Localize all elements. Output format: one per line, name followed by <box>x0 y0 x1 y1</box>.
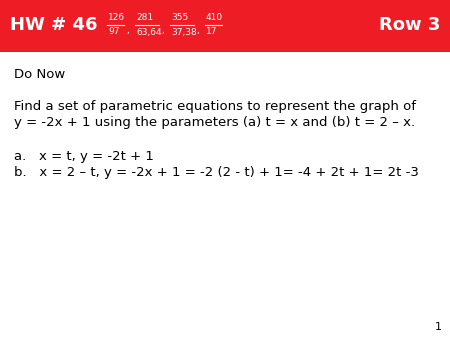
Text: Find a set of parametric equations to represent the graph of: Find a set of parametric equations to re… <box>14 100 416 113</box>
Text: 1: 1 <box>435 322 442 332</box>
Text: Do Now: Do Now <box>14 68 65 81</box>
Text: ,: , <box>126 25 129 34</box>
Text: 126: 126 <box>108 14 125 23</box>
Text: Row 3: Row 3 <box>378 16 440 34</box>
Text: 37,38: 37,38 <box>171 27 197 37</box>
Text: 63,64: 63,64 <box>136 27 162 37</box>
Text: 355: 355 <box>171 14 188 23</box>
Text: a.   x = t, y = -2t + 1: a. x = t, y = -2t + 1 <box>14 150 154 163</box>
Text: ,: , <box>196 25 199 34</box>
Text: 97: 97 <box>108 27 120 37</box>
Text: ,: , <box>161 25 164 34</box>
Text: y = -2x + 1 using the parameters (a) t = x and (b) t = 2 – x.: y = -2x + 1 using the parameters (a) t =… <box>14 116 415 129</box>
Text: 281: 281 <box>136 14 153 23</box>
Text: HW # 46: HW # 46 <box>10 16 98 34</box>
FancyBboxPatch shape <box>0 0 450 52</box>
Text: 410: 410 <box>206 14 223 23</box>
Text: b.   x = 2 – t, y = -2x + 1 = -2 (2 - t) + 1= -4 + 2t + 1= 2t -3: b. x = 2 – t, y = -2x + 1 = -2 (2 - t) +… <box>14 166 419 179</box>
Text: 17: 17 <box>206 27 217 37</box>
